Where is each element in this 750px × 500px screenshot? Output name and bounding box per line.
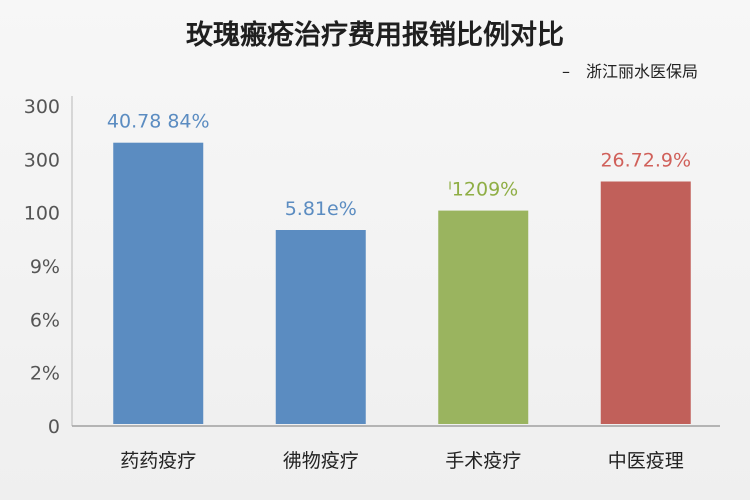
data-label: 26.72.9% [600,150,691,172]
bar [600,181,691,424]
x-tick-label: 中医疫理 [608,450,684,472]
data-label: 5.81е% [285,198,357,220]
data-label: ᴵ1209% [448,179,518,201]
bar [438,210,529,424]
data-label: 40.78 84% [107,111,210,133]
y-tick-label: 300 [24,149,60,171]
y-tick-label: 2% [30,363,60,385]
y-tick-label: 6% [30,309,60,331]
bars [113,142,691,424]
data-labels: 40.78 84% 5.81е% ᴵ1209% 26.72.9% [107,111,691,220]
chart-subtitle: – 浙江丽水医保局 [562,62,698,81]
chart-title: 玫瑰瘢疮治疗费用报销比例对比 [186,19,564,51]
bar [113,142,204,424]
y-axis-ticks: 0 2% 6% 9% 100 300 300 [24,96,60,438]
x-tick-label: 彿物疫疗 [283,450,359,472]
y-tick-label: 100 [24,203,60,225]
y-tick-label: 300 [24,96,60,118]
y-tick-label: 0 [48,416,60,438]
y-tick-label: 9% [30,256,60,278]
bar [275,230,366,424]
x-tick-label: 手术疫疗 [445,450,521,472]
x-tick-label: 药药疫疗 [120,450,196,472]
x-axis-ticks: 药药疫疗 彿物疫疗 手术疫疗 中医疫理 [120,450,684,472]
